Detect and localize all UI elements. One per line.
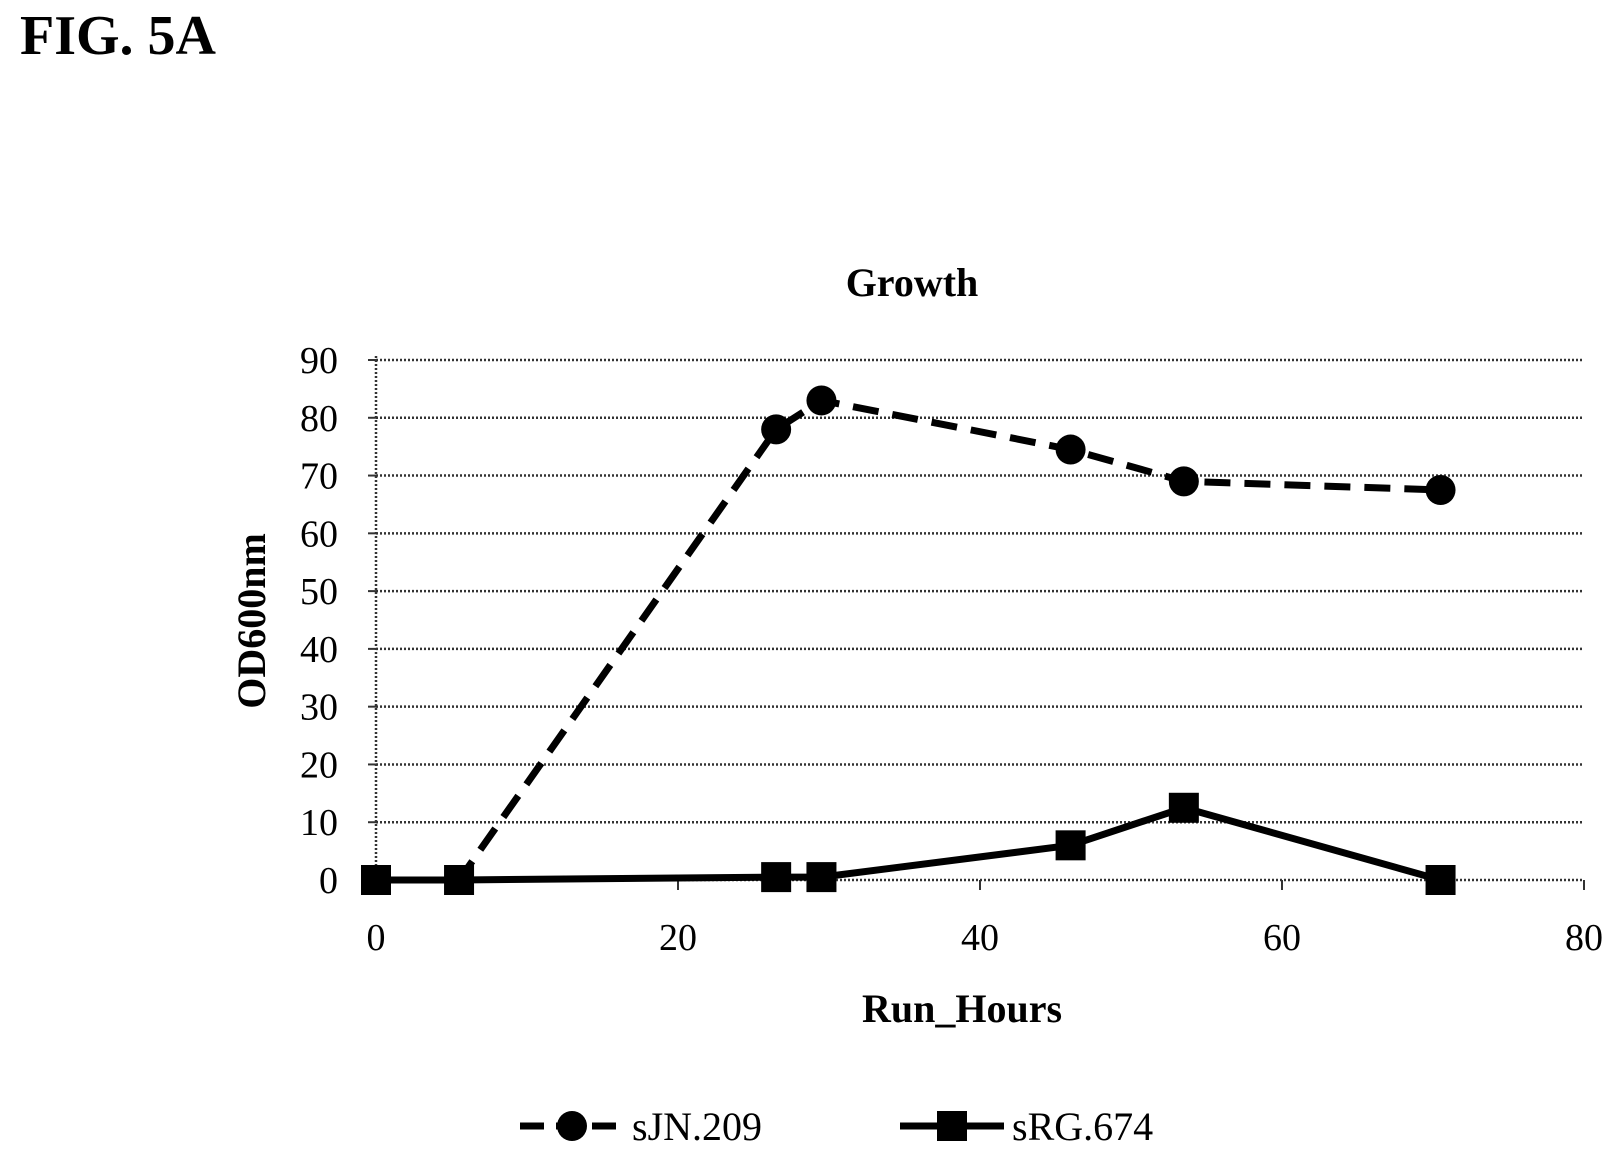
data-point-sJN-209-3 (806, 385, 837, 416)
y-tick-label-70: 70 (300, 456, 338, 498)
series-sRG-674 (361, 792, 1456, 895)
legend-item-sRG-674: sRG.674 (900, 1104, 1153, 1149)
chart-title: Growth (846, 260, 979, 305)
legend-label-sJN-209: sJN.209 (632, 1104, 762, 1149)
data-point-sRG-674-1 (444, 865, 475, 895)
legend-item-sJN-209: sJN.209 (520, 1104, 762, 1149)
axes (368, 356, 1585, 890)
legend-marker-circle (557, 1111, 587, 1141)
x-tick-label-20: 20 (659, 917, 697, 959)
figure-label: FIG. 5A (20, 5, 216, 67)
x-tick-labels: 0 20 40 60 80 (367, 917, 1604, 959)
data-point-sJN-209-5 (1168, 466, 1199, 497)
x-tick-label-40: 40 (961, 917, 999, 959)
data-point-sJN-209-2 (761, 414, 792, 445)
data-point-sRG-674-6 (1425, 865, 1456, 895)
data-point-sRG-674-3 (806, 862, 837, 893)
y-tick-label-80: 80 (300, 398, 338, 440)
y-tick-label-50: 50 (300, 571, 338, 613)
y-axis-title: OD600nm (229, 533, 274, 709)
y-tick-label-10: 10 (300, 802, 338, 844)
series-line-sJN-209 (376, 396, 1441, 884)
series-line-sRG-674 (376, 804, 1442, 884)
series-sJN-209 (361, 385, 1456, 895)
y-tick-label-0: 0 (319, 860, 338, 902)
data-point-sRG-674-5 (1168, 792, 1199, 823)
data-point-sRG-674-2 (761, 862, 792, 893)
data-point-sRG-674-4 (1055, 830, 1086, 861)
y-tick-label-30: 30 (300, 687, 338, 729)
y-tick-label-20: 20 (300, 744, 338, 786)
legend-label-sRG-674: sRG.674 (1012, 1104, 1153, 1149)
data-point-sJN-209-4 (1055, 434, 1086, 465)
x-axis-title: Run_Hours (862, 986, 1062, 1031)
x-tick-label-80: 80 (1565, 917, 1603, 959)
y-tick-label-40: 40 (300, 629, 338, 671)
y-tick-labels: 0 10 20 30 40 50 60 70 80 90 (300, 340, 338, 902)
x-tick-label-60: 60 (1263, 917, 1301, 959)
data-point-sJN-209-6 (1425, 475, 1456, 505)
legend: sJN.209 sRG.674 (520, 1104, 1153, 1149)
data-series (361, 385, 1456, 895)
y-tick-label-60: 60 (300, 513, 338, 555)
legend-marker-square (937, 1111, 967, 1141)
data-point-sRG-674-0 (361, 865, 391, 895)
y-tick-label-90: 90 (300, 340, 338, 382)
x-tick-label-0: 0 (367, 917, 386, 959)
